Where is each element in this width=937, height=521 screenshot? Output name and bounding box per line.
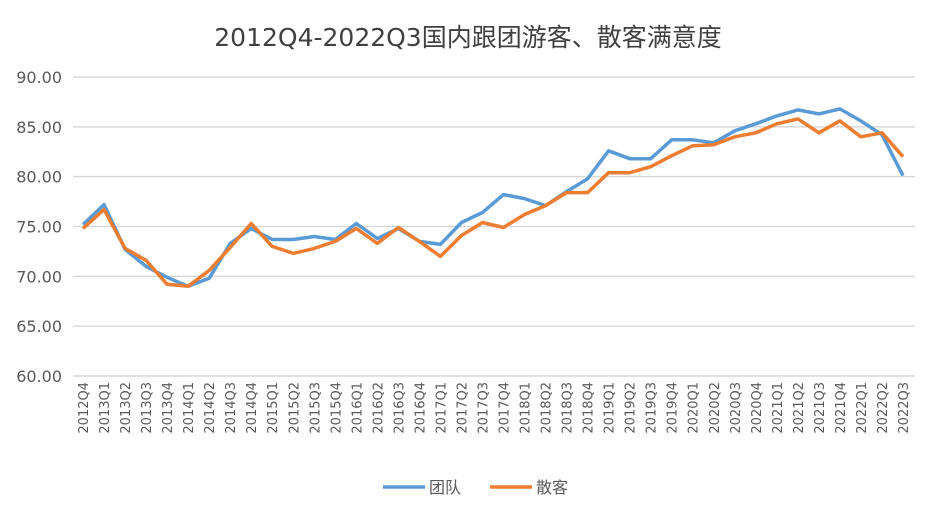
x-tick-label: 2020Q3 <box>729 382 744 434</box>
x-tick-label: 2021Q4 <box>834 382 849 434</box>
x-tick-label: 2017Q1 <box>434 382 449 434</box>
x-tick-label: 2021Q3 <box>813 382 828 434</box>
x-tick-label: 2018Q3 <box>561 382 576 434</box>
x-tick-label: 2022Q3 <box>897 382 912 434</box>
y-tick-label: 85.00 <box>16 118 62 137</box>
y-tick-label: 75.00 <box>16 218 62 237</box>
x-tick-label: 2019Q4 <box>666 382 681 434</box>
x-tick-label: 2013Q3 <box>140 382 155 434</box>
x-tick-label: 2014Q1 <box>182 382 197 434</box>
x-tick-label: 2017Q3 <box>476 382 491 434</box>
x-tick-label: 2017Q4 <box>498 382 513 434</box>
x-tick-label: 2022Q1 <box>855 382 870 434</box>
x-tick-label: 2015Q3 <box>308 382 323 434</box>
x-tick-label: 2016Q4 <box>413 382 428 434</box>
y-tick-label: 90.00 <box>16 68 62 87</box>
x-tick-label: 2018Q1 <box>519 382 534 434</box>
x-tick-label: 2014Q4 <box>245 382 260 434</box>
x-tick-label: 2016Q3 <box>392 382 407 434</box>
x-tick-label: 2018Q4 <box>582 382 597 434</box>
x-tick-label: 2015Q1 <box>266 382 281 434</box>
legend-label: 散客 <box>536 478 568 497</box>
x-tick-label: 2019Q2 <box>624 382 639 434</box>
x-tick-label: 2020Q2 <box>708 382 723 434</box>
x-tick-label: 2016Q2 <box>371 382 386 434</box>
legend-label: 团队 <box>429 478 461 497</box>
x-tick-label: 2022Q2 <box>876 382 891 434</box>
x-tick-label: 2021Q1 <box>771 382 786 434</box>
x-tick-label: 2019Q1 <box>603 382 618 434</box>
x-tick-label: 2014Q2 <box>203 382 218 434</box>
x-tick-label: 2019Q3 <box>645 382 660 434</box>
x-tick-label: 2015Q4 <box>329 382 344 434</box>
x-tick-label: 2016Q1 <box>350 382 365 434</box>
x-tick-label: 2015Q2 <box>287 382 302 434</box>
x-tick-label: 2020Q4 <box>750 382 765 434</box>
chart-title: 2012Q4-2022Q3国内跟团游客、散客满意度 <box>214 23 721 52</box>
x-tick-label: 2017Q2 <box>455 382 470 434</box>
y-tick-label: 70.00 <box>16 267 62 286</box>
x-tick-label: 2021Q2 <box>792 382 807 434</box>
x-tick-label: 2013Q4 <box>161 382 176 434</box>
x-tick-label: 2013Q2 <box>119 382 134 434</box>
series-line-0 <box>83 109 903 286</box>
y-tick-label: 60.00 <box>16 367 62 386</box>
x-tick-label: 2012Q4 <box>77 382 92 434</box>
y-tick-label: 65.00 <box>16 317 62 336</box>
x-tick-label: 2013Q1 <box>98 382 113 434</box>
y-tick-label: 80.00 <box>16 168 62 187</box>
x-tick-label: 2020Q1 <box>687 382 702 434</box>
x-tick-label: 2018Q2 <box>540 382 555 434</box>
x-tick-label: 2014Q3 <box>224 382 239 434</box>
